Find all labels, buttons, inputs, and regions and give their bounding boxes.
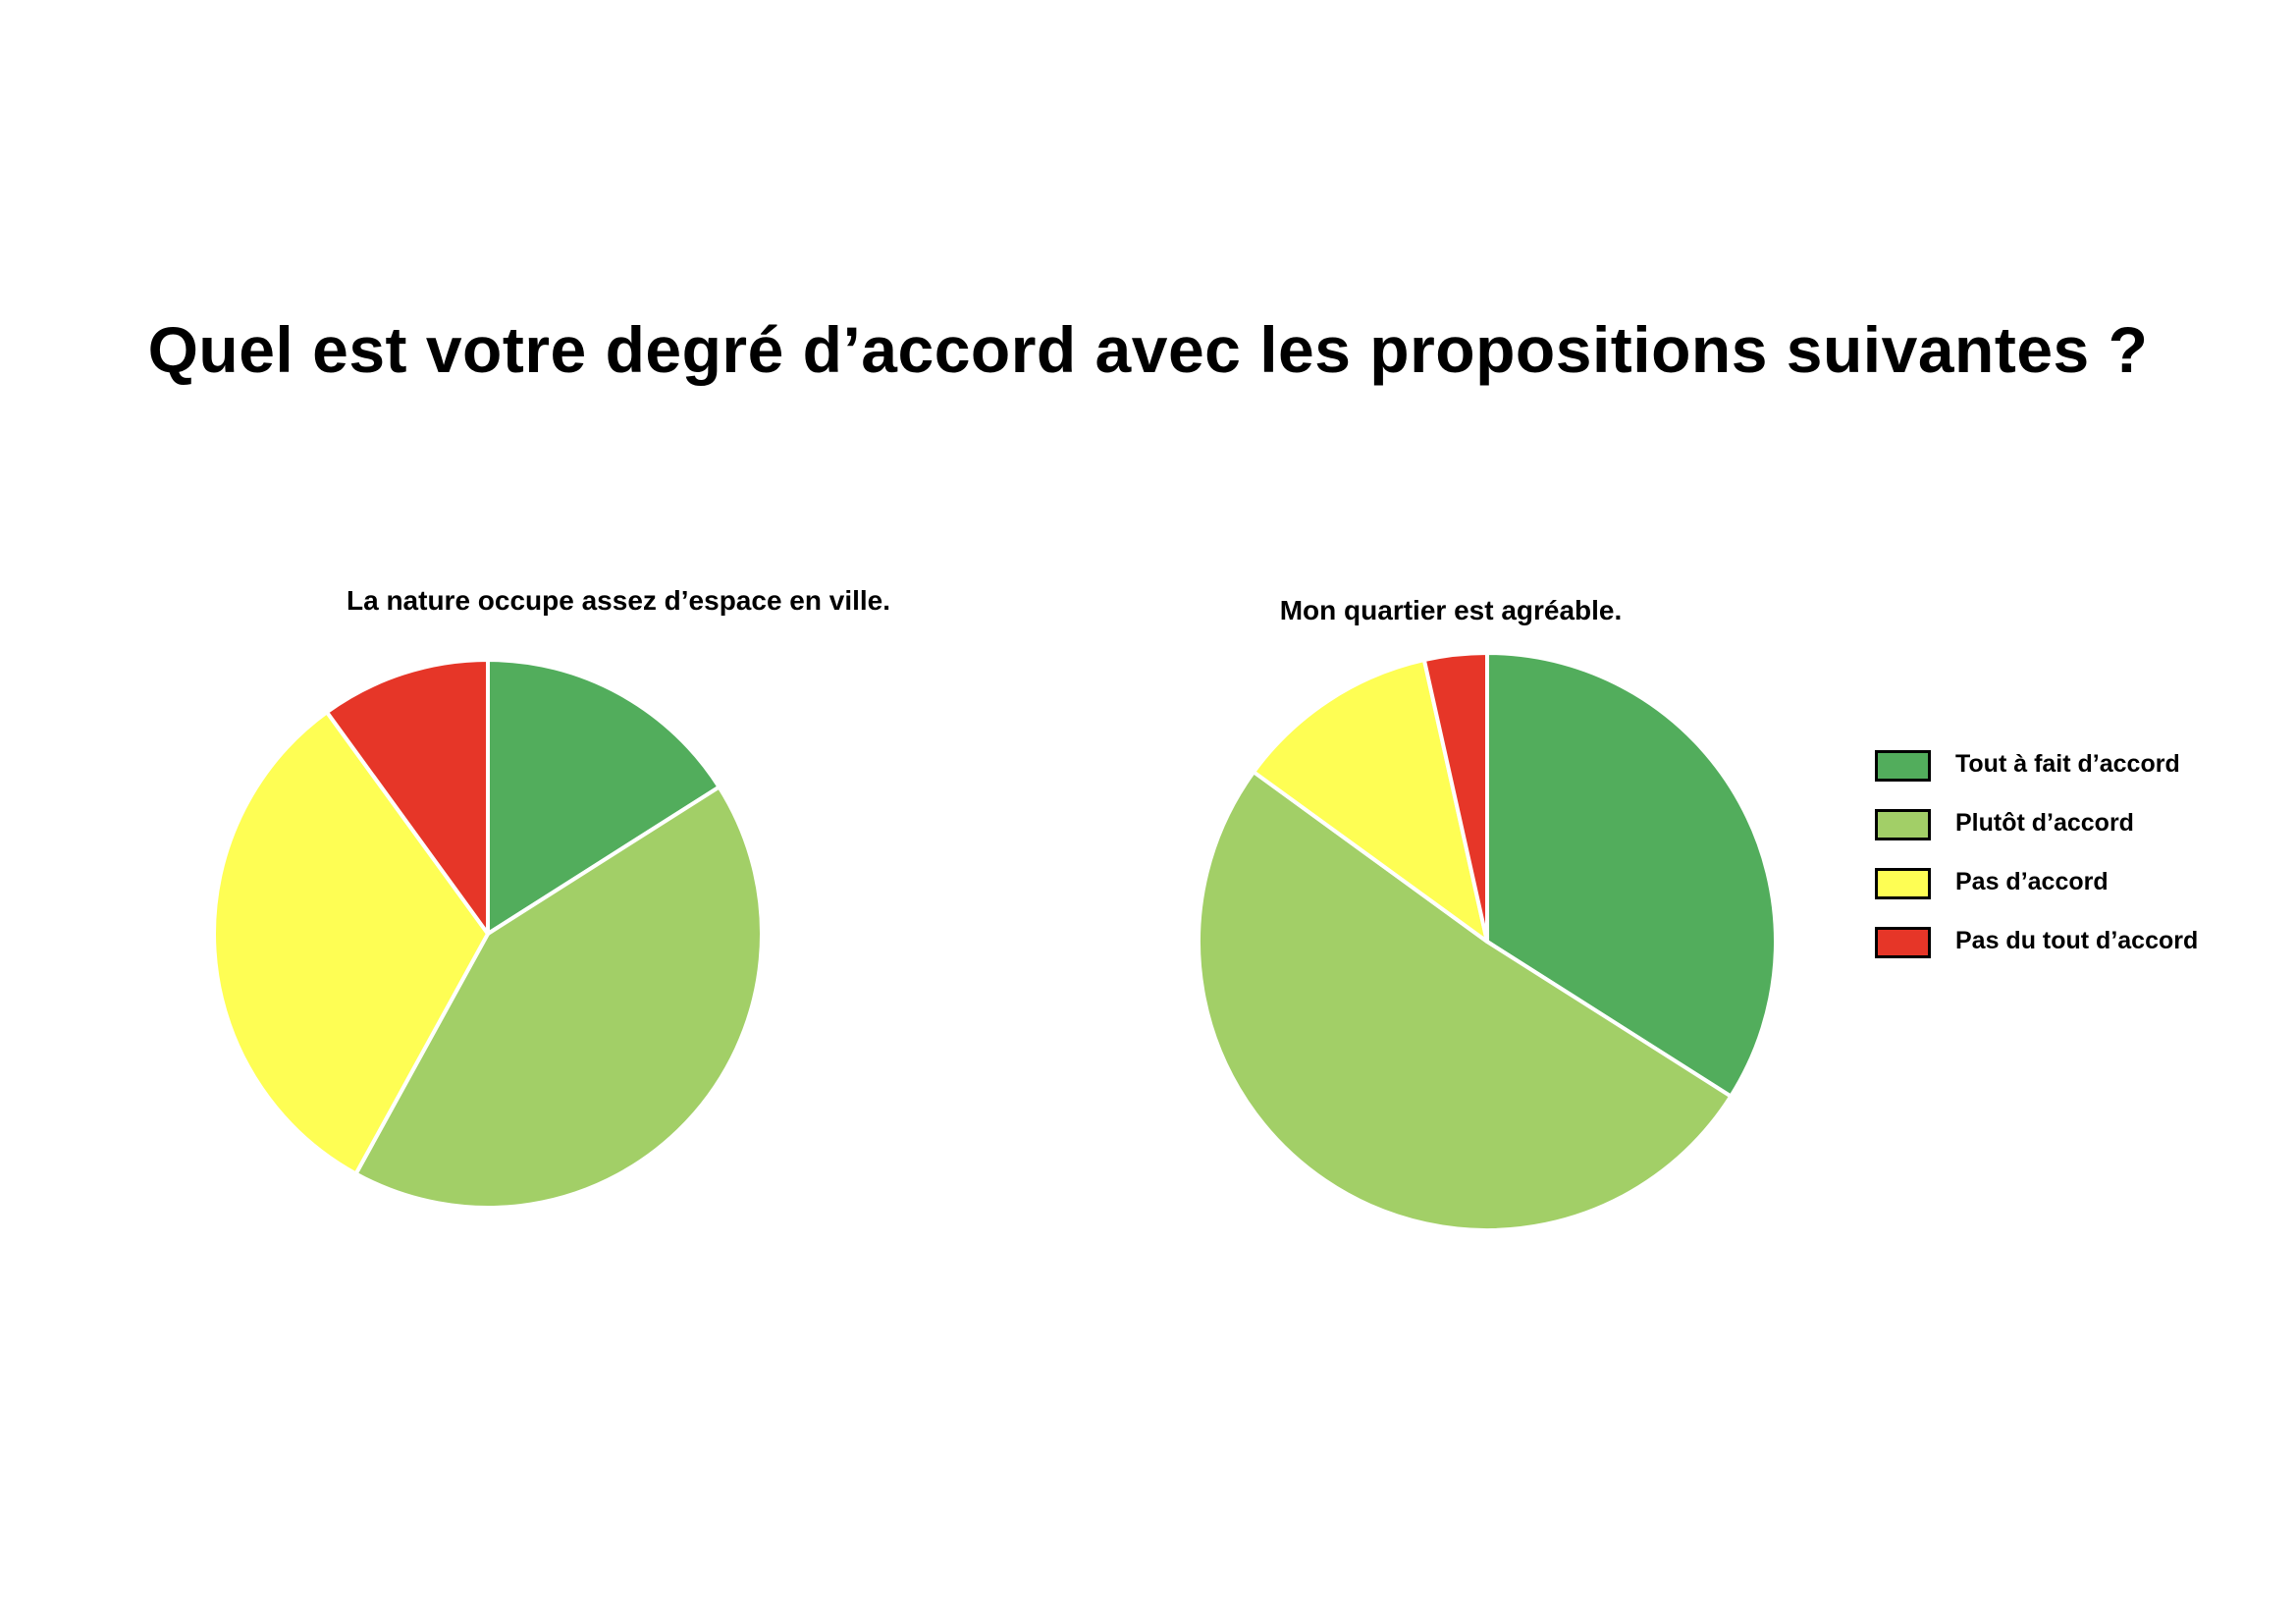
legend-item-plutot: Plutôt d’accord: [1875, 807, 2268, 866]
legend-swatch: [1875, 809, 1931, 840]
legend-label: Plutôt d’accord: [1955, 809, 2134, 837]
legend-item-pas: Pas d’accord: [1875, 866, 2268, 925]
legend-swatch: [1875, 750, 1931, 782]
page-title: Quel est votre degré d’accord avec les p…: [147, 313, 2149, 386]
pie-chart-nature: [212, 658, 764, 1210]
legend: Tout à fait d’accord Plutôt d’accord Pas…: [1875, 748, 2268, 984]
legend-swatch: [1875, 868, 1931, 899]
legend-label: Pas d’accord: [1955, 868, 2109, 895]
pie-chart-quartier: [1196, 651, 1778, 1232]
pie-slice-pas: [1252, 658, 1489, 944]
pie-slice-pas: [212, 710, 490, 1176]
legend-item-pas-du-tout: Pas du tout d’accord: [1875, 925, 2268, 984]
pie-slice-tout-a-fait: [486, 658, 721, 936]
legend-label: Pas du tout d’accord: [1955, 927, 2199, 954]
pie-slice-plutot: [353, 785, 764, 1210]
pie-slice-pas-du-tout: [1421, 651, 1489, 944]
legend-swatch: [1875, 927, 1931, 958]
pie-slice-pas-du-tout: [325, 658, 490, 936]
legend-label: Tout à fait d’accord: [1955, 750, 2180, 778]
chart-title-quartier: Mon quartier est agréable.: [1279, 595, 1623, 625]
pie-slice-plutot: [1196, 770, 1734, 1232]
chart-title-nature: La nature occupe assez d’espace en ville…: [346, 585, 891, 616]
legend-item-tout-a-fait: Tout à fait d’accord: [1875, 748, 2268, 807]
